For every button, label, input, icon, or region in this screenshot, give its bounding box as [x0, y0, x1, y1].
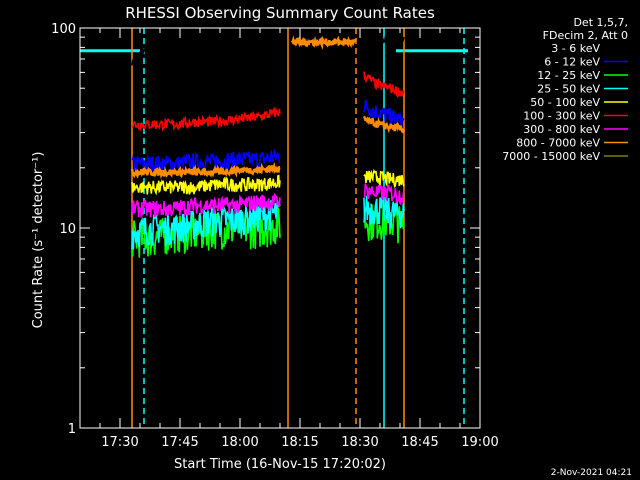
legend-header: Det 1,5,7,	[573, 16, 628, 29]
y-axis-label: Count Rate (s⁻¹ detector⁻¹)	[31, 152, 46, 329]
legend-entry-label: 800 - 7000 keV	[516, 137, 600, 150]
x-axis-label: Start Time (16-Nov-15 17:20:02)	[174, 457, 386, 472]
axes: 17:30 17:45 18:00 18:15 18:30 18:45 19:00 1 10 10…	[51, 22, 499, 450]
chart-title: RHESSI Observing Summary Count Rates	[125, 4, 435, 22]
legend-entry-label: 12 - 25 keV	[537, 69, 600, 82]
series-line	[131, 174, 281, 196]
footer-timestamp: 2-Nov-2021 04:21	[551, 468, 632, 478]
x-tick-label: 17:45	[161, 435, 198, 450]
series-line	[363, 183, 405, 206]
legend-entry-label: 100 - 300 keV	[523, 110, 600, 123]
y-tick-label: 10	[59, 222, 76, 237]
legend-entry-label: 25 - 50 keV	[537, 83, 600, 96]
legend-entry-label: 3 - 6 keV	[551, 42, 600, 55]
y-tick-label: 100	[51, 22, 76, 37]
legend-entry-label: 7000 - 15000 keV	[502, 150, 600, 163]
x-tick-label: 17:30	[101, 435, 138, 450]
series-line	[362, 115, 406, 134]
x-tick-label: 18:45	[401, 435, 438, 450]
series-line	[363, 194, 405, 229]
legend-header: FDecim 2, Att 0	[543, 29, 628, 42]
x-tick-label: 19:00	[461, 435, 498, 450]
series-line	[131, 106, 281, 132]
legend-entry-label: 6 - 12 keV	[544, 56, 600, 69]
x-tick-label: 18:15	[281, 435, 318, 450]
x-tick-label: 18:30	[341, 435, 378, 450]
x-tick-label: 18:00	[221, 435, 258, 450]
series-line	[131, 149, 281, 175]
series-line	[363, 168, 405, 189]
series-line	[131, 32, 281, 66]
plot-area	[80, 28, 468, 428]
y-tick-label: 1	[68, 422, 76, 437]
series-line	[363, 71, 405, 99]
legend-entry-label: 50 - 100 keV	[530, 96, 600, 109]
legend-entry-label: 300 - 800 keV	[523, 123, 600, 136]
series-line	[131, 192, 281, 218]
series-line	[290, 34, 357, 51]
series-line	[130, 161, 281, 180]
series-line	[363, 33, 405, 45]
